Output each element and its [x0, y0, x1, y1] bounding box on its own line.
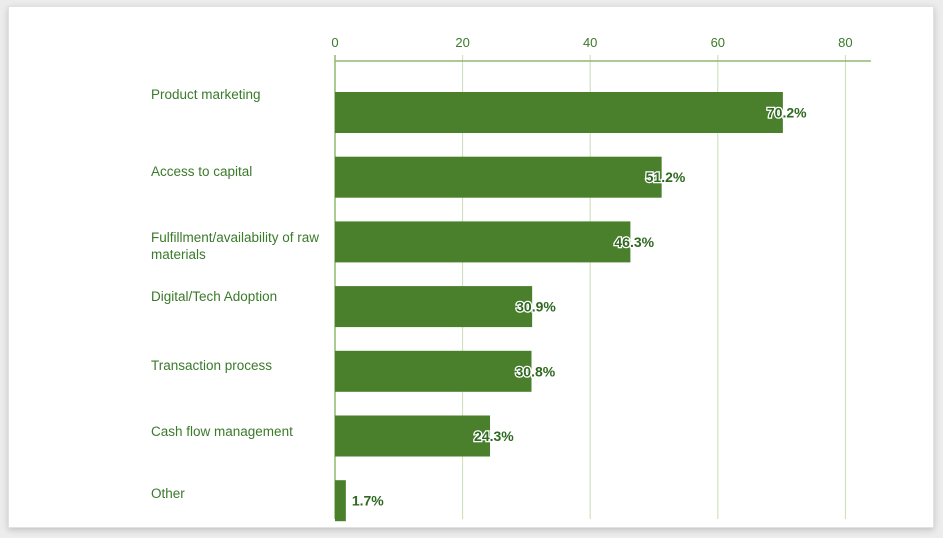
bar-1	[335, 156, 662, 198]
bar-chart: 0 20 40 60 80 70.2% 51.2% 46.3% 30.9% 30.8% 24.3%…	[331, 35, 871, 522]
category-label-6: Other	[151, 486, 185, 501]
tick-label-60: 60	[711, 35, 725, 50]
category-label-0: Product marketing	[151, 87, 261, 102]
bar-4	[335, 350, 532, 392]
tick-label-80: 80	[838, 35, 852, 50]
value-label-3: 30.9%	[516, 299, 556, 315]
bar-5	[335, 415, 491, 457]
value-labels: 70.2% 51.2% 46.3% 30.9% 30.8% 24.3% 1.7%	[351, 103, 809, 510]
tick-label-40: 40	[583, 35, 597, 50]
value-label-1: 51.2%	[646, 169, 686, 185]
category-label-2: Fulfillment/availability of raw material…	[151, 230, 320, 262]
category-label-4: Transaction process	[151, 358, 273, 373]
bar-3	[335, 286, 533, 328]
bars	[335, 92, 783, 522]
category-label-5: Cash flow management	[151, 424, 293, 439]
x-axis: 0 20 40 60 80	[331, 35, 871, 62]
bar-2	[335, 221, 631, 263]
value-label-2: 46.3%	[614, 234, 654, 250]
category-label-1: Access to capital	[151, 164, 253, 179]
chart-frame: 0 20 40 60 80 70.2% 51.2% 46.3% 30.9% 30.8% 24.3%…	[8, 6, 934, 528]
bar-0	[335, 92, 783, 133]
tick-label-0: 0	[331, 35, 338, 50]
value-label-4: 30.8%	[516, 363, 556, 379]
value-label-5: 24.3%	[474, 428, 514, 444]
category-label-3: Digital/Tech Adoption	[151, 289, 278, 304]
value-label-0: 70.2%	[767, 105, 807, 121]
bar-6	[335, 480, 346, 522]
tick-label-20: 20	[455, 35, 469, 50]
value-label-6: 1.7%	[352, 493, 384, 509]
